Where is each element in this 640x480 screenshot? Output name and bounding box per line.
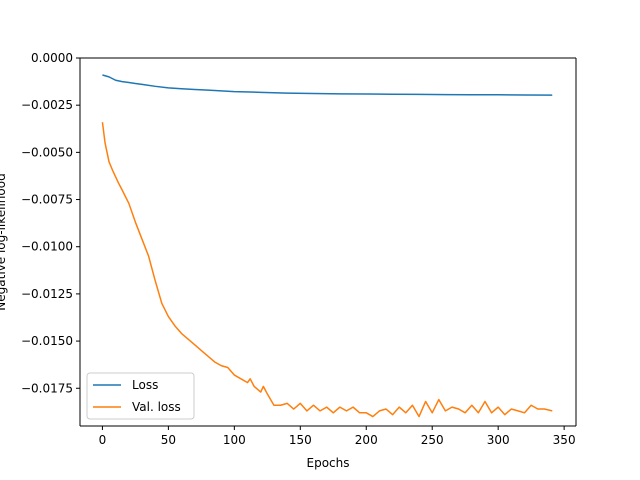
x-tick-label: 200 bbox=[355, 433, 378, 447]
series-layer bbox=[101, 74, 553, 418]
legend-label-val-loss: Val. loss bbox=[132, 400, 181, 414]
x-tick-label: 0 bbox=[99, 433, 107, 447]
y-axis-ticks: 0.0000 −0.0025 −0.0050 −0.0075 −0.0100 −0.012… bbox=[21, 51, 80, 395]
y-tick-label: −0.0175 bbox=[21, 381, 73, 395]
x-axis-label: Epochs bbox=[307, 456, 350, 470]
x-tick-label: 250 bbox=[421, 433, 444, 447]
y-axis-label: Negative log-likelihood bbox=[0, 173, 8, 310]
y-tick-label: 0.0000 bbox=[31, 51, 73, 65]
x-tick-label: 350 bbox=[553, 433, 576, 447]
legend: Loss Val. loss bbox=[86, 372, 195, 420]
legend-label-loss: Loss bbox=[132, 378, 158, 392]
y-tick-label: −0.0025 bbox=[21, 98, 73, 112]
y-tick-label: −0.0075 bbox=[21, 193, 73, 207]
x-axis-ticks: 0 50 100 150 200 250 300 350 bbox=[99, 426, 576, 447]
x-tick-label: 300 bbox=[487, 433, 510, 447]
plot-area bbox=[80, 58, 576, 426]
series-line-val-loss bbox=[101, 122, 553, 418]
y-tick-label: −0.0150 bbox=[21, 334, 73, 348]
y-tick-label: −0.0100 bbox=[21, 240, 73, 254]
y-tick-label: −0.0050 bbox=[21, 145, 73, 159]
x-tick-label: 50 bbox=[161, 433, 176, 447]
x-tick-label: 150 bbox=[289, 433, 312, 447]
series-line-loss bbox=[102, 74, 553, 96]
x-tick-label: 100 bbox=[223, 433, 246, 447]
axes-frame bbox=[79, 57, 577, 427]
y-tick-label: −0.0125 bbox=[21, 287, 73, 301]
